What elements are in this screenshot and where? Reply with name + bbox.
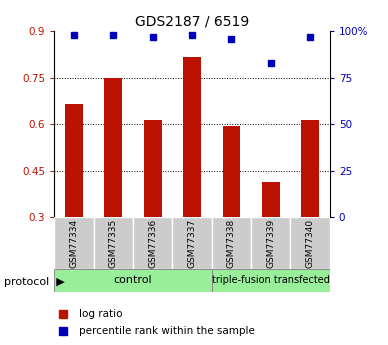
Text: GSM77336: GSM77336: [148, 219, 157, 268]
Text: GSM77338: GSM77338: [227, 219, 236, 268]
Title: GDS2187 / 6519: GDS2187 / 6519: [135, 14, 249, 29]
Text: protocol  ▶: protocol ▶: [4, 277, 65, 287]
Bar: [301, 120, 319, 217]
Bar: [133, 217, 172, 269]
Bar: [104, 78, 122, 217]
Text: percentile rank within the sample: percentile rank within the sample: [79, 326, 255, 336]
Text: log ratio: log ratio: [79, 309, 123, 319]
Bar: [251, 217, 291, 269]
Bar: [212, 269, 330, 292]
Bar: [172, 217, 212, 269]
Bar: [223, 126, 240, 217]
Bar: [262, 181, 280, 217]
Bar: [183, 58, 201, 217]
Text: control: control: [114, 275, 152, 285]
Bar: [54, 269, 212, 292]
Bar: [212, 217, 251, 269]
Bar: [144, 120, 161, 217]
Bar: [65, 104, 83, 217]
Text: GSM77340: GSM77340: [306, 219, 315, 268]
Text: GSM77334: GSM77334: [69, 219, 78, 268]
Text: GSM77339: GSM77339: [266, 219, 275, 268]
Text: triple-fusion transfected: triple-fusion transfected: [212, 275, 330, 285]
Bar: [54, 217, 94, 269]
Text: GSM77337: GSM77337: [187, 219, 197, 268]
Bar: [94, 217, 133, 269]
Text: GSM77335: GSM77335: [109, 219, 118, 268]
Bar: [291, 217, 330, 269]
